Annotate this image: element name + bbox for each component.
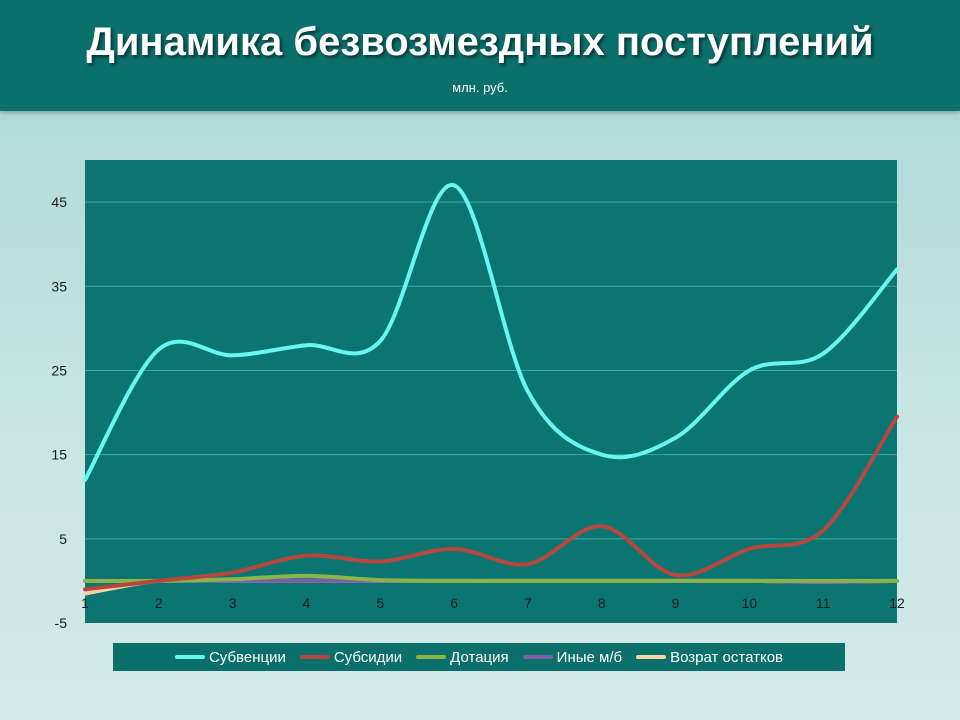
x-tick-label: 6 (450, 595, 458, 611)
y-tick-label: 45 (51, 194, 67, 210)
x-tick-label: 2 (155, 595, 163, 611)
x-tick-label: 1 (81, 595, 89, 611)
legend-label: Субсидии (333, 648, 403, 666)
legend: Субвенции Субсидии Дотация Иные м/б Возрат о… (113, 643, 845, 671)
x-tick-label: 3 (229, 595, 237, 611)
grid-lines (85, 201, 897, 540)
legend-item: Субсидии (299, 648, 403, 666)
legend-item: Дотация (416, 648, 509, 666)
y-tick-label: 25 (51, 362, 67, 378)
legend-swatch (299, 655, 330, 659)
legend-label: Возрат остатков (670, 648, 784, 666)
x-tick-label: 12 (889, 595, 905, 611)
legend-item: Иные м/б (522, 648, 623, 666)
x-tick-label: 11 (816, 595, 831, 611)
x-tick-label: 10 (742, 595, 758, 611)
x-tick-label: 9 (672, 595, 680, 611)
y-axis-ticks: -5 5 15 25 35 45 (51, 194, 67, 631)
legend-item: Возрат остатков (636, 649, 783, 666)
legend-label: Субвенции (208, 648, 286, 666)
legend-swatch (416, 655, 447, 659)
y-tick-label: 35 (51, 278, 67, 294)
x-tick-label: 5 (376, 595, 384, 611)
legend-label: Дотация (450, 648, 509, 666)
legend-swatch (522, 655, 553, 659)
x-tick-label: 4 (303, 595, 311, 611)
y-tick-label: 5 (59, 531, 67, 547)
series-line-3 (83, 573, 899, 584)
series-line-2 (83, 414, 899, 592)
legend-swatch (174, 655, 205, 659)
series-line-1 (83, 183, 899, 482)
legend-swatch (636, 655, 667, 659)
y-tick-label: -5 (55, 615, 68, 631)
x-axis-ticks: 1 2 3 4 5 6 7 8 9 10 11 12 (81, 595, 905, 611)
x-tick-label: 7 (524, 595, 532, 611)
plot-area (85, 160, 897, 623)
chart-subtitle: млн. руб. (452, 80, 508, 95)
y-tick-label: 15 (51, 447, 67, 463)
title-banner: Динамика безвозмездных поступлений млн. … (0, 0, 960, 111)
series-layer (83, 183, 899, 596)
chart-title: Динамика безвозмездных поступлений (86, 20, 874, 64)
legend-item: Субвенции (174, 648, 286, 666)
x-tick-label: 8 (598, 595, 606, 611)
legend-label: Иные м/б (556, 648, 623, 666)
